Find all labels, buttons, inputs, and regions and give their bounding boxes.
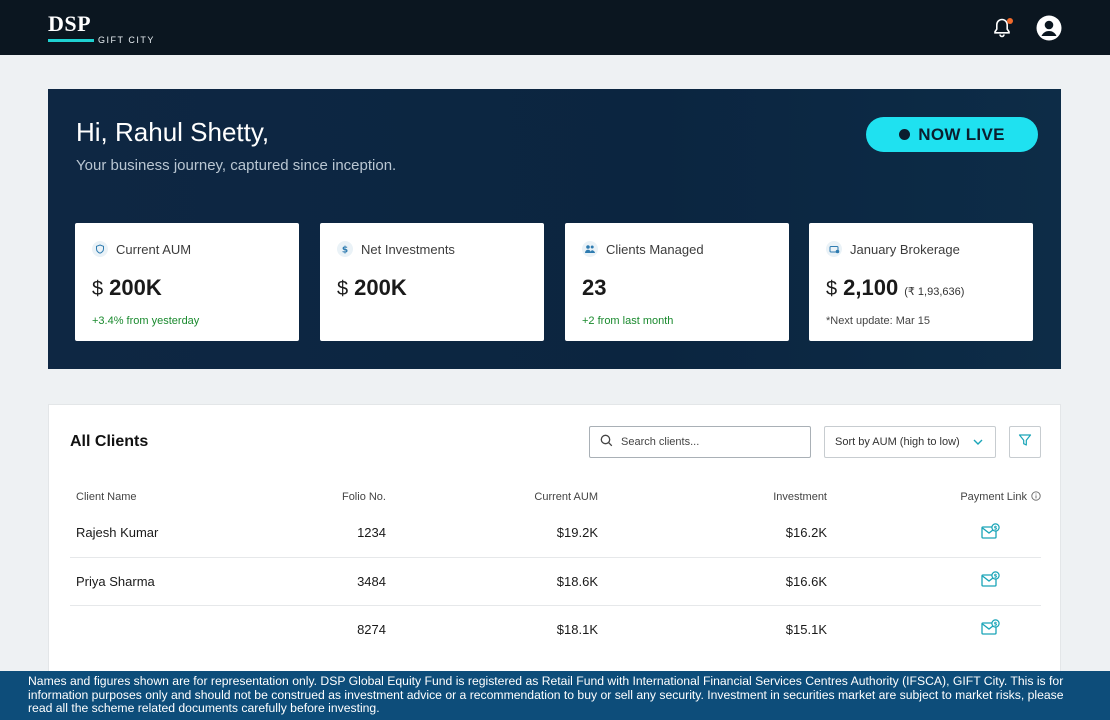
client-name [70, 605, 266, 653]
brand-name: DSP [48, 11, 92, 36]
hero-subtitle: Your business journey, captured since in… [76, 157, 397, 174]
notification-dot [1007, 17, 1013, 24]
stat-value: 23 [582, 275, 607, 300]
brand-sub: GIFT CITY [98, 35, 155, 45]
stat-inr-value: (₹ 1,93,636) [904, 286, 965, 298]
stat-currency: $ [337, 278, 349, 300]
svg-text:$: $ [342, 246, 348, 255]
folio-no: 3484 [266, 557, 386, 606]
folio-no: 8274 [357, 621, 386, 637]
stat-card-aum: Current AUM $200K +3.4% from yesterday [75, 223, 299, 341]
stat-note: *Next update: Mar 15 [826, 315, 930, 327]
filter-icon [1018, 433, 1032, 452]
sort-label: Sort by AUM (high to low) [835, 436, 960, 448]
clients-table: Client Name Folio No. Current AUM Invest… [70, 485, 1041, 653]
stat-card-clients: Clients Managed 23 +2 from last month [565, 223, 789, 341]
stat-card-investments: $ Net Investments $200K [320, 223, 544, 341]
search-placeholder: Search clients... [621, 436, 700, 448]
client-name: Priya Sharma [70, 557, 266, 606]
users-icon [582, 241, 598, 257]
stat-value: 200K [354, 275, 407, 300]
hero-banner: Hi, Rahul Shetty, Your business journey,… [48, 89, 1061, 369]
stat-label: Net Investments [361, 241, 455, 257]
live-label: NOW LIVE [918, 124, 1005, 144]
investment: $15.1K [785, 621, 827, 637]
stat-currency: $ [826, 278, 838, 300]
payment-link-icon[interactable]: $ [981, 571, 1001, 591]
stat-note: +3.4% from yesterday [92, 315, 200, 327]
greeting: Hi, Rahul Shetty, [76, 117, 270, 147]
col-payment-link-label: Payment Link [960, 491, 1027, 503]
top-icons [990, 15, 1062, 41]
col-payment-link[interactable]: Payment Link [827, 485, 1041, 509]
table-row[interactable]: 8274 $18.1K $15.1K $ [70, 605, 1041, 653]
stat-card-brokerage: January Brokerage $2,100 (₹ 1,93,636) *Ne… [809, 223, 1033, 341]
search-input[interactable]: Search clients... [589, 426, 811, 458]
stat-note: +2 from last month [582, 315, 674, 327]
all-clients-panel: All Clients Search clients... Sort by AU… [48, 404, 1061, 694]
table-row[interactable]: Priya Sharma 3484 $18.6K $16.6K $ [70, 557, 1041, 606]
stat-currency: $ [92, 278, 104, 300]
stat-value: 2,100 [843, 275, 899, 300]
current-aum: $19.2K [386, 509, 598, 558]
table-row[interactable]: Rajesh Kumar 1234 $19.2K $16.2K $ [70, 509, 1041, 558]
current-aum: $18.1K [556, 621, 598, 637]
svg-text:$: $ [994, 622, 998, 628]
now-live-badge[interactable]: NOW LIVE [866, 117, 1038, 152]
col-folio[interactable]: Folio No. [341, 491, 386, 503]
stat-label: Current AUM [116, 241, 192, 257]
col-current-aum[interactable]: Current AUM [534, 491, 598, 503]
table-header-row: Client Name Folio No. Current AUM Invest… [70, 485, 1041, 509]
stat-value: 200K [109, 275, 162, 300]
brokerage-icon [826, 241, 842, 257]
disclaimer-footer: Names and figures shown are for represen… [0, 671, 1110, 720]
investment: $16.6K [598, 557, 827, 606]
panel-title: All Clients [70, 433, 149, 450]
info-icon[interactable] [1031, 490, 1041, 504]
chevron-down-icon [973, 436, 983, 448]
notification-bell-icon[interactable] [990, 16, 1014, 40]
svg-text:$: $ [994, 574, 998, 580]
stat-label: January Brokerage [850, 241, 960, 257]
client-name: Rajesh Kumar [70, 509, 266, 558]
svg-text:$: $ [994, 525, 998, 531]
col-client-name[interactable]: Client Name [76, 491, 137, 503]
live-dot-icon [899, 129, 911, 140]
payment-link-icon[interactable]: $ [981, 619, 1001, 639]
dollar-icon: $ [337, 241, 353, 257]
filter-button[interactable] [1009, 426, 1041, 458]
col-investment[interactable]: Investment [773, 491, 827, 503]
sort-dropdown[interactable]: Sort by AUM (high to low) [824, 426, 996, 458]
payment-link-icon[interactable]: $ [981, 523, 1001, 543]
brand-logo[interactable]: DSP GIFT CITY [48, 11, 155, 45]
current-aum: $18.6K [386, 557, 598, 606]
stat-label: Clients Managed [606, 241, 704, 257]
investment: $16.2K [598, 509, 827, 558]
account-avatar-icon[interactable] [1036, 15, 1062, 41]
folio-no: 1234 [266, 509, 386, 558]
brand-underline [48, 39, 94, 42]
search-icon [600, 434, 613, 450]
disclaimer-text: Names and figures shown are for represen… [28, 674, 1064, 715]
shield-icon [92, 241, 108, 257]
top-bar: DSP GIFT CITY [0, 0, 1110, 55]
